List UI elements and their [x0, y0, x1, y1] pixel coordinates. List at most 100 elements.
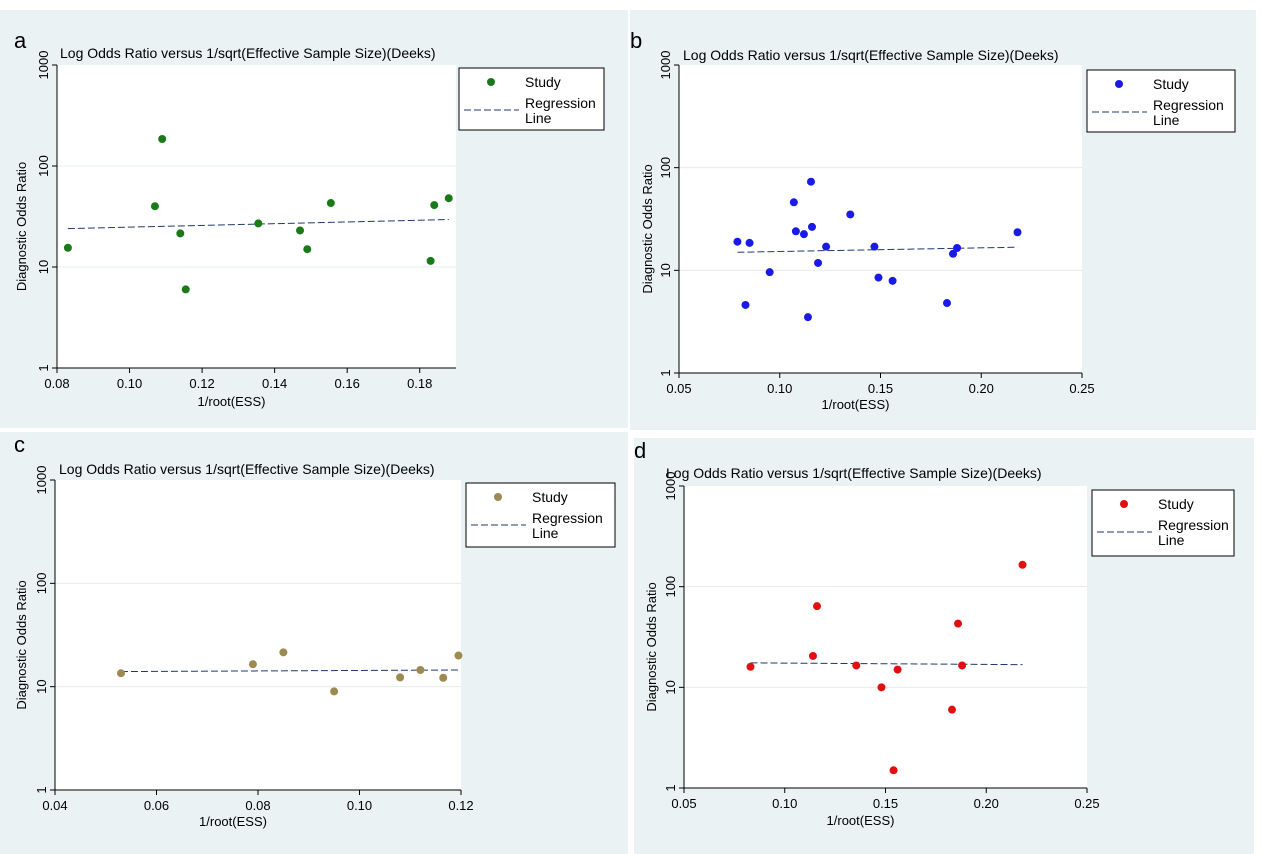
y-tick-label: 100: [658, 157, 673, 179]
x-axis-label: 1/root(ESS): [827, 813, 895, 828]
x-tick-label: 0.20: [974, 796, 999, 811]
chart-panel-b: b 1 10 100 1000 0.05 0.10 0.15 0.20 0.25 Log Odds …: [630, 10, 1256, 430]
study-point: [396, 673, 405, 682]
study-point: [949, 249, 958, 258]
x-tick-label: 0.20: [969, 381, 994, 396]
study-point: [1013, 228, 1022, 237]
x-tick-label: 0.06: [144, 798, 169, 813]
study-point: [870, 242, 879, 251]
study-point: [765, 268, 774, 277]
x-axis-label: 1/root(ESS): [822, 397, 890, 412]
x-axis-label: 1/root(ESS): [199, 814, 267, 829]
y-tick-label: 1: [658, 369, 673, 376]
study-point: [416, 665, 425, 674]
legend-label-regression-line: Line: [1158, 532, 1185, 548]
plot-area: [679, 65, 1082, 373]
y-tick-label: 1000: [36, 51, 51, 80]
study-point: [799, 230, 808, 239]
study-point: [846, 210, 855, 219]
study-point: [822, 242, 831, 251]
legend-label-study: Study: [525, 74, 561, 90]
study-point: [746, 662, 755, 671]
legend-label-regression: Regression: [525, 95, 596, 111]
chart-title: Log Odds Ratio versus 1/sqrt(Effective S…: [666, 465, 1042, 481]
study-point: [444, 194, 453, 203]
legend-marker: [1115, 80, 1123, 88]
study-point: [803, 313, 812, 322]
study-point: [63, 243, 72, 252]
y-tick-label: 1000: [658, 51, 673, 80]
study-point: [791, 227, 800, 236]
x-tick-label: 0.05: [666, 381, 691, 396]
y-tick-label: 1: [34, 786, 49, 793]
legend-label-regression-line: Line: [525, 110, 552, 126]
legend-label-study: Study: [532, 489, 568, 505]
y-tick-label: 10: [36, 260, 51, 274]
study-point: [888, 276, 897, 285]
panel-letter: c: [14, 432, 25, 457]
x-tick-label: 0.08: [44, 376, 69, 391]
study-point: [958, 661, 967, 670]
legend-marker: [1120, 500, 1128, 508]
y-tick-label: 10: [658, 263, 673, 277]
chart-panel-a: a 1 10 100 1000 0.08 0.10 0.12 0.14 0.16 0.18 Log O…: [0, 10, 628, 428]
study-point: [812, 602, 821, 611]
study-point: [954, 619, 963, 628]
x-tick-label: 0.12: [448, 798, 473, 813]
study-point: [877, 683, 886, 692]
legend-label-regression: Regression: [1153, 97, 1224, 113]
panel-letter: b: [630, 28, 643, 53]
y-tick-label: 100: [36, 155, 51, 177]
study-point: [303, 245, 312, 254]
study-point: [874, 273, 883, 282]
x-tick-label: 0.12: [189, 376, 214, 391]
study-point: [176, 229, 185, 238]
study-point: [1018, 560, 1027, 569]
x-tick-label: 0.25: [1069, 381, 1094, 396]
plot-area: [684, 486, 1087, 788]
legend-marker: [494, 493, 502, 501]
chart-panel-c: c 1 10 100 1000 0.04 0.06 0.08 0.10 0.12 Log Odds …: [0, 432, 628, 854]
chart-svg: 1 10 100 1000 0.05 0.10 0.15 0.20 0.25 Log Odds R…: [644, 465, 1235, 828]
chart-svg: 1 10 100 1000 0.08 0.10 0.12 0.14 0.16 0.18 Log Od…: [14, 45, 605, 409]
x-tick-label: 0.16: [335, 376, 360, 391]
x-tick-label: 0.10: [772, 796, 797, 811]
y-tick-label: 1: [36, 364, 51, 371]
legend-label-regression: Regression: [1158, 517, 1229, 533]
x-tick-label: 0.10: [767, 381, 792, 396]
study-point: [248, 660, 257, 669]
study-point: [733, 237, 742, 246]
x-tick-label: 0.15: [868, 381, 893, 396]
study-point: [852, 661, 861, 670]
y-tick-label: 100: [34, 572, 49, 594]
study-point: [439, 673, 448, 682]
legend-label-regression-line: Line: [532, 525, 559, 541]
chart-svg: 1 10 100 1000 0.05 0.10 0.15 0.20 0.25 Log Odds R…: [640, 47, 1236, 412]
study-point: [808, 651, 817, 660]
y-axis-label: Diagnostic Odds Ratio: [14, 580, 29, 709]
study-point: [150, 202, 159, 211]
chart-title: Log Odds Ratio versus 1/sqrt(Effective S…: [60, 45, 436, 61]
chart-svg: 1 10 100 1000 0.04 0.06 0.08 0.10 0.12 Log Odds R…: [14, 461, 616, 829]
y-axis-label: Diagnostic Odds Ratio: [14, 162, 29, 291]
x-tick-label: 0.05: [671, 796, 696, 811]
study-point: [296, 226, 305, 235]
study-point: [326, 199, 335, 208]
study-point: [814, 258, 823, 267]
x-tick-label: 0.18: [407, 376, 432, 391]
study-point: [807, 222, 816, 231]
study-point: [889, 766, 898, 775]
x-tick-label: 0.04: [42, 798, 67, 813]
chart-title: Log Odds Ratio versus 1/sqrt(Effective S…: [683, 47, 1059, 63]
study-point: [426, 256, 435, 265]
y-tick-label: 1000: [34, 466, 49, 495]
study-point: [254, 219, 263, 228]
study-point: [893, 665, 902, 674]
legend-marker: [487, 78, 495, 86]
study-point: [279, 648, 288, 657]
legend-box: [1086, 69, 1236, 133]
panel-letter: a: [14, 28, 27, 53]
regression-line: [737, 246, 1018, 253]
